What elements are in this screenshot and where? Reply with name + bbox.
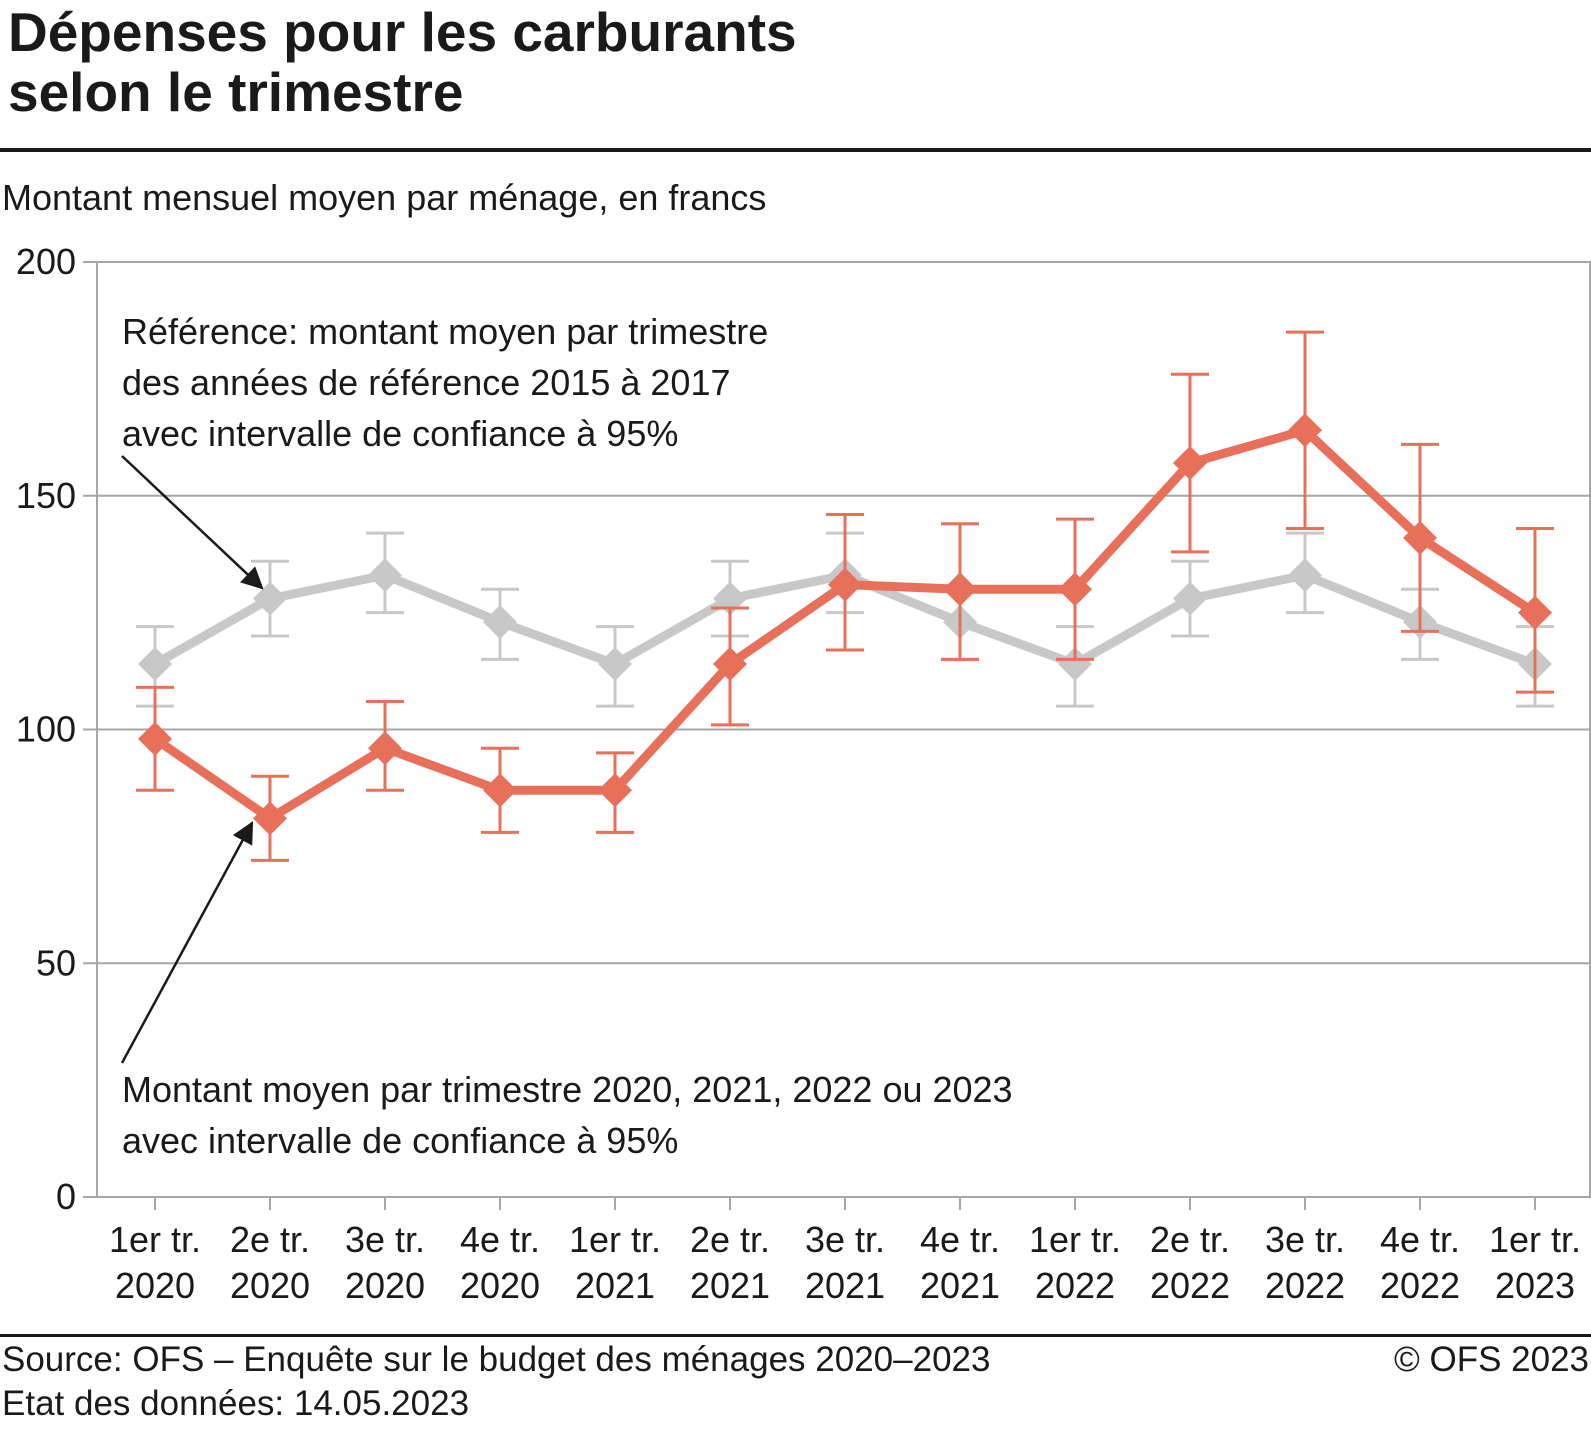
grid-lines [97, 494, 1591, 965]
y-tick-label: 150 [16, 475, 76, 516]
data-point-reference [483, 604, 517, 639]
x-tick-label-quarter: 1er tr. [1489, 1219, 1581, 1260]
data-point-current [828, 567, 862, 602]
x-tick-label-quarter: 3e tr. [345, 1219, 425, 1260]
y-tick-label: 50 [36, 942, 76, 983]
chart-title-line-2: selon le trimestre [8, 61, 464, 123]
data-point-reference [138, 647, 172, 682]
data-point-current [368, 731, 402, 766]
x-tick-label-year: 2022 [1380, 1265, 1460, 1306]
series-current [136, 330, 1554, 862]
x-tick-label-year: 2020 [115, 1265, 195, 1306]
data-point-current [138, 721, 172, 756]
chart-title-line-1: Dépenses pour les carburants [8, 1, 797, 63]
data-point-current [1173, 446, 1207, 481]
annotation-reference-line: des années de référence 2015 à 2017 [122, 362, 730, 403]
data-point-current [1518, 595, 1552, 630]
annotation-reference-line: Référence: montant moyen par trimestre [122, 311, 768, 352]
data-point-current [483, 773, 517, 808]
x-tick-label-quarter: 4e tr. [460, 1219, 540, 1260]
x-tick-label-quarter: 1er tr. [569, 1219, 661, 1260]
x-tick-label-year: 2021 [575, 1265, 655, 1306]
x-tick-label-year: 2020 [345, 1265, 425, 1306]
copyright-note: © OFS 2023 [1393, 1340, 1589, 1379]
data-point-reference [1173, 581, 1207, 616]
x-tick-label-year: 2023 [1495, 1265, 1575, 1306]
x-tick-label-year: 2022 [1265, 1265, 1345, 1306]
x-tick-label-quarter: 3e tr. [805, 1219, 885, 1260]
series-layer [136, 330, 1554, 862]
annotation-reference-line: avec intervalle de confiance à 95% [122, 413, 678, 454]
source-note: Source: OFS – Enquête sur le budget des … [2, 1340, 991, 1379]
annotation-current-line: Montant moyen par trimestre 2020, 2021, … [122, 1069, 1013, 1110]
chart-subtitle: Montant mensuel moyen par ménage, en fra… [2, 177, 767, 218]
x-tick-label-year: 2020 [460, 1265, 540, 1306]
header-divider [0, 148, 1591, 152]
x-tick-label-quarter: 1er tr. [1029, 1219, 1121, 1260]
x-tick-label-year: 2022 [1150, 1265, 1230, 1306]
footer-divider [0, 1334, 1591, 1337]
data-point-current [253, 801, 287, 836]
data-point-reference [253, 581, 287, 616]
data-point-current [713, 647, 747, 682]
x-tick-label-quarter: 4e tr. [1380, 1219, 1460, 1260]
line-chart: 0 50 100 150 200 1er tr. 2020 2e tr. 2020 3e tr. 2… [16, 241, 1591, 1306]
x-tick-label-year: 2021 [920, 1265, 1000, 1306]
x-tick-label-quarter: 2e tr. [690, 1219, 770, 1260]
data-point-current [1403, 520, 1437, 555]
x-tick-label-year: 2021 [805, 1265, 885, 1306]
x-tick-label-quarter: 2e tr. [230, 1219, 310, 1260]
x-tick-label-quarter: 1er tr. [109, 1219, 201, 1260]
annotation-current-arrow [120, 821, 254, 1064]
chart-title: Dépenses pour les carburants selon le tr… [8, 2, 1208, 122]
y-tick-label: 100 [16, 709, 76, 750]
data-state-note: Etat des données: 14.05.2023 [2, 1384, 470, 1423]
data-point-current [943, 572, 977, 607]
axes: 0 50 100 150 200 1er tr. 2020 2e tr. 2020 3e tr. 2… [16, 241, 1591, 1306]
data-point-reference [1058, 647, 1092, 682]
data-point-reference [1288, 558, 1322, 593]
x-tick-label-quarter: 2e tr. [1150, 1219, 1230, 1260]
data-point-reference [368, 558, 402, 593]
data-point-reference [598, 647, 632, 682]
y-tick-label: 200 [16, 241, 76, 282]
annotations: Référence: montant moyen par trimestre de… [120, 311, 1013, 1161]
x-tick-label-year: 2021 [690, 1265, 770, 1306]
y-tick-label: 0 [56, 1176, 76, 1217]
annotation-current-line: avec intervalle de confiance à 95% [122, 1120, 678, 1161]
data-point-current [1288, 413, 1322, 448]
x-tick-label-quarter: 3e tr. [1265, 1219, 1345, 1260]
data-point-current [598, 773, 632, 808]
data-point-current [1058, 572, 1092, 607]
x-tick-label-year: 2020 [230, 1265, 310, 1306]
x-tick-label-quarter: 4e tr. [920, 1219, 1000, 1260]
x-tick-label-year: 2022 [1035, 1265, 1115, 1306]
annotation-reference-arrow [121, 455, 264, 590]
